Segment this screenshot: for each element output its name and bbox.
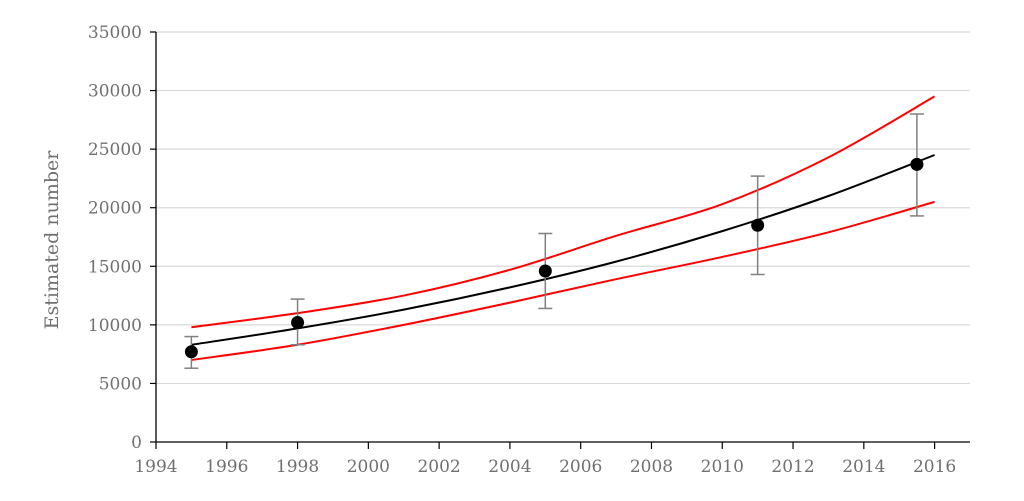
y-tick-label: 15000 <box>88 257 142 277</box>
x-tick-label: 2000 <box>347 457 390 477</box>
fitted-curve <box>191 154 935 346</box>
data-point <box>910 157 924 171</box>
error-bars <box>184 113 924 369</box>
data-point <box>184 345 198 359</box>
y-tick-label: 35000 <box>88 23 142 43</box>
x-tick-label: 2010 <box>701 457 744 477</box>
axes <box>150 31 970 449</box>
x-tick-label: 2016 <box>913 457 956 477</box>
tick-labels: 0 5000 10000 15000 20000 25000 30000 35000 1994 1… <box>88 23 956 477</box>
fitted-curve-group <box>191 154 935 346</box>
data-point <box>538 264 552 278</box>
x-tick-label: 2008 <box>630 457 673 477</box>
x-tick-label: 1994 <box>134 457 177 477</box>
data-point <box>751 218 765 232</box>
x-tick-label: 1998 <box>276 457 319 477</box>
confidence-bounds <box>191 95 936 361</box>
data-point <box>291 316 305 330</box>
y-tick-label: 0 <box>131 433 142 453</box>
y-tick-label: 10000 <box>88 316 142 336</box>
y-tick-label: 25000 <box>88 140 142 160</box>
data-points <box>184 157 924 359</box>
y-tick-label: 30000 <box>88 82 142 102</box>
upper-bound-line <box>191 95 936 329</box>
y-tick-label: 20000 <box>88 199 142 219</box>
y-axis-title: Estimated number <box>41 150 63 330</box>
x-tick-label: 2012 <box>771 457 814 477</box>
x-tick-label: 2014 <box>842 457 885 477</box>
lower-bound-line <box>191 200 935 361</box>
x-tick-label: 2004 <box>488 457 531 477</box>
x-tick-label: 2006 <box>559 457 602 477</box>
y-tick-label: 5000 <box>99 374 142 394</box>
x-tick-label: 1996 <box>205 457 248 477</box>
x-tick-label: 2002 <box>417 457 460 477</box>
